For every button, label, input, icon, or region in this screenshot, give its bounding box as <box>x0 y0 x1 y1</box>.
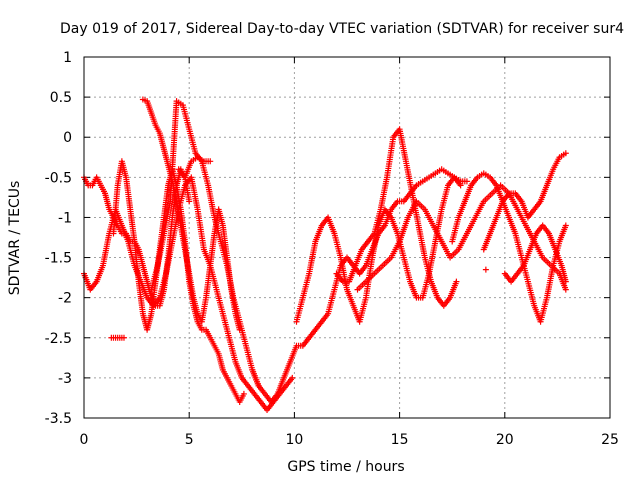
series-track4 <box>139 96 243 333</box>
y-tick-label: -0.5 <box>45 170 72 186</box>
axis-ticks: 0 5 10 15 20 25 1 0.5 0 -0.5 -1 -1.5 -2 -2.5 -3 -3.5 <box>45 50 619 448</box>
y-tick-label: 0 <box>63 130 72 146</box>
data-point <box>457 182 464 189</box>
y-tick-label: -3.5 <box>45 411 72 427</box>
series-track1 <box>81 174 296 413</box>
y-tick-label: -2 <box>58 291 72 307</box>
y-tick-label: -2.5 <box>45 331 72 347</box>
x-tick-label: 15 <box>391 432 409 448</box>
x-tick-label: 10 <box>285 432 303 448</box>
series-track15 <box>482 266 489 273</box>
x-tick-label: 25 <box>601 432 619 448</box>
data-point <box>207 158 214 165</box>
data-point <box>186 198 193 205</box>
y-tick-label: 0.5 <box>50 90 72 106</box>
y-tick-label: -3 <box>58 371 72 387</box>
series-track14 <box>175 154 214 181</box>
series-track5 <box>148 98 262 389</box>
y-tick-label: -1.5 <box>45 251 72 267</box>
data-points <box>81 96 569 413</box>
data-point <box>453 278 460 285</box>
y-tick-label: 1 <box>63 50 72 66</box>
series-track6 <box>108 334 127 341</box>
series-track11 <box>449 170 569 325</box>
data-point <box>562 286 569 293</box>
x-tick-label: 20 <box>496 432 514 448</box>
series-track3 <box>110 158 247 405</box>
data-point <box>120 334 127 341</box>
y-tick-label: -1 <box>58 210 72 226</box>
y-axis-label: SDTVAR / TECUs <box>7 181 23 296</box>
data-point <box>482 266 489 273</box>
data-point <box>240 390 247 397</box>
data-point <box>289 374 296 381</box>
chart-title: Day 019 of 2017, Sidereal Day-to-day VTE… <box>60 21 624 37</box>
series-track9 <box>333 126 460 309</box>
series-track13 <box>501 222 569 285</box>
plot-frame <box>83 56 611 419</box>
data-point <box>562 150 569 157</box>
data-point <box>463 178 470 185</box>
x-tick-label: 5 <box>185 432 194 448</box>
series-track10 <box>354 182 569 293</box>
data-point <box>562 278 569 285</box>
x-tick-label: 0 <box>80 432 89 448</box>
data-point <box>562 222 569 229</box>
x-axis-label: GPS time / hours <box>287 459 404 475</box>
series-track8 <box>293 174 464 325</box>
series-track12 <box>480 150 569 253</box>
